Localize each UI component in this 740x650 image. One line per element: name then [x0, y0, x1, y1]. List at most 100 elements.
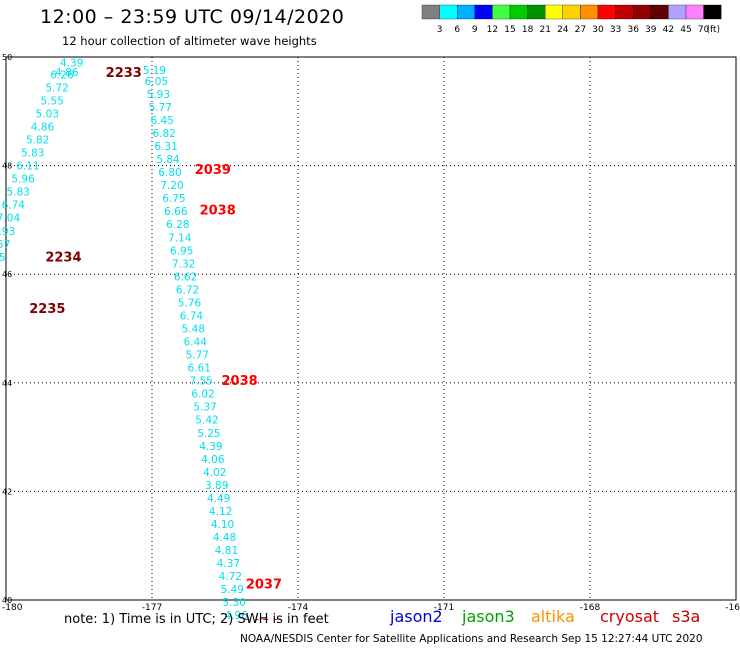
colorbar-label: 36 — [627, 25, 639, 35]
wave-height-value: 4.37 — [217, 558, 240, 570]
colorbar-label: 18 — [522, 25, 534, 35]
pass-time-label: 2037 — [246, 578, 282, 593]
x-tick-label: -174 — [288, 603, 309, 613]
wave-height-value: 6.05 — [145, 76, 168, 88]
colorbar-label: 70 — [698, 25, 710, 35]
wave-height-value: 5.19 — [143, 65, 166, 77]
legend-jason2: jason2 — [390, 607, 443, 626]
wave-height-value: 6.82 — [152, 128, 175, 140]
wave-height-value: 4.39 — [60, 57, 83, 69]
x-tick-label: -180 — [2, 603, 23, 613]
colorbar-label: 45 — [680, 25, 691, 35]
colorbar-label: 27 — [575, 25, 586, 35]
wave-height-value: 5.72 — [45, 82, 68, 94]
x-tick-label: -177 — [142, 603, 162, 613]
plot-frame — [5, 56, 737, 601]
pass-time-label: 2038 — [222, 374, 258, 389]
wave-height-value: 5.93 — [0, 226, 15, 238]
wave-height-value: 7.04 — [0, 213, 20, 225]
wave-height-value: 5.93 — [147, 89, 170, 101]
wave-height-value: 4.39 — [199, 441, 222, 453]
wave-height-value: 6.95 — [170, 245, 193, 257]
wave-height-value: 4.96 — [224, 610, 248, 620]
wave-height-value: 5.84 — [156, 154, 180, 166]
legend-s3a: s3a — [672, 607, 701, 626]
wave-height-value: 6.72 — [176, 284, 199, 296]
pass-time-label: 2036 — [243, 618, 279, 620]
footer-credit: NOAA/NESDIS Center for Satellite Applica… — [240, 633, 703, 645]
wave-height-value: 7.32 — [172, 258, 195, 270]
wave-height-value: 7.57 — [0, 239, 10, 251]
wave-height-value: 4.81 — [215, 545, 238, 557]
wave-height-value: 5.30 — [223, 597, 246, 609]
colorbar-label: (ft) — [706, 25, 720, 35]
wave-height-value: 6.74 — [180, 310, 204, 322]
wave-height-value: 6.11 — [16, 161, 39, 173]
wave-height-value: 4.72 — [219, 571, 242, 583]
footer-note: note: 1) Time is in UTC; 2) SWH is in fe… — [64, 612, 329, 627]
wave-height-value: 6.44 — [184, 337, 208, 349]
chart-title: 12:00 – 23:59 UTC 09/14/2020 — [40, 6, 345, 28]
wave-height-value: 5.82 — [26, 135, 49, 147]
wave-height-value: 5.37 — [193, 402, 216, 414]
wave-height-value: 5.03 — [36, 108, 59, 120]
wave-height-value: 4.49 — [207, 493, 230, 505]
wave-height-value: 4.02 — [203, 467, 226, 479]
colorbar-label: 30 — [592, 25, 604, 35]
wave-height-value: 6.66 — [164, 206, 188, 218]
colorbar-label: 12 — [487, 25, 498, 35]
colorbar-label: 15 — [504, 25, 515, 35]
wave-height-value: 4.06 — [201, 454, 225, 466]
legend-cryosat: cryosat — [600, 607, 660, 626]
legend-jason3: jason3 — [462, 607, 515, 626]
y-tick-label: 44 — [2, 379, 12, 388]
wave-height-value: 4.86 — [31, 122, 55, 134]
pass-time-label: 2039 — [195, 163, 231, 178]
wave-height-value: 6.28 — [166, 219, 189, 231]
y-tick-label: 48 — [2, 162, 12, 171]
wave-height-value: 4.48 — [213, 532, 236, 544]
wave-height-value: 6.45 — [151, 115, 174, 127]
colorbar-label: 42 — [663, 25, 674, 35]
wave-height-value: 7.20 — [160, 180, 183, 192]
wave-height-value: 5.25 — [197, 428, 220, 440]
colorbar-label: 24 — [557, 25, 569, 35]
y-tick-label: 46 — [2, 270, 12, 279]
wave-height-value: 6.75 — [162, 193, 185, 205]
wave-height-value: 5.83 — [6, 187, 29, 199]
wave-height-value: 5.48 — [182, 324, 205, 336]
wave-height-value: 5.77 — [149, 102, 172, 114]
wave-height-value: 5.49 — [221, 584, 244, 596]
x-tick-label: -16 — [725, 603, 740, 613]
colorbar-swatch — [703, 4, 722, 20]
colorbar-label: 33 — [610, 25, 621, 35]
wave-height-value: 6.65 — [0, 252, 6, 264]
pass-time-label: 2234 — [45, 250, 81, 265]
wave-height-value: 7.14 — [168, 232, 192, 244]
pass-time-label: 2038 — [200, 204, 236, 219]
pass-time-label: 2233 — [106, 66, 142, 81]
legend-altika: altika — [531, 607, 575, 626]
x-tick-label: -168 — [580, 603, 601, 613]
wave-height-value: 5.83 — [21, 148, 44, 160]
colorbar-label: 3 — [437, 25, 443, 35]
wave-height-value: 6.02 — [191, 389, 214, 401]
wave-height-value: 6.26 — [50, 69, 74, 81]
wave-height-value: 5.77 — [186, 350, 209, 362]
chart-subtitle: 12 hour collection of altimeter wave hei… — [62, 34, 317, 48]
colorbar-label: 39 — [645, 25, 657, 35]
wave-height-value: 7.55 — [189, 376, 212, 388]
wave-height-value: 6.61 — [188, 363, 211, 375]
y-tick-label: 42 — [2, 487, 12, 496]
wave-height-value: 6.58 — [0, 265, 1, 277]
wave-height-value: 6.62 — [174, 271, 197, 283]
x-tick-label: -171 — [434, 603, 454, 613]
wave-height-value: 5.96 — [11, 174, 35, 186]
wave-height-value: 4.86 — [55, 67, 79, 79]
wave-height-value: 6.74 — [2, 200, 26, 212]
wave-height-value: 5.42 — [195, 415, 218, 427]
colorbar-label: 9 — [472, 25, 478, 35]
wave-height-value: 6.31 — [154, 141, 177, 153]
wave-height-value: 5.55 — [41, 95, 64, 107]
wave-height-value: 5.76 — [178, 297, 202, 309]
